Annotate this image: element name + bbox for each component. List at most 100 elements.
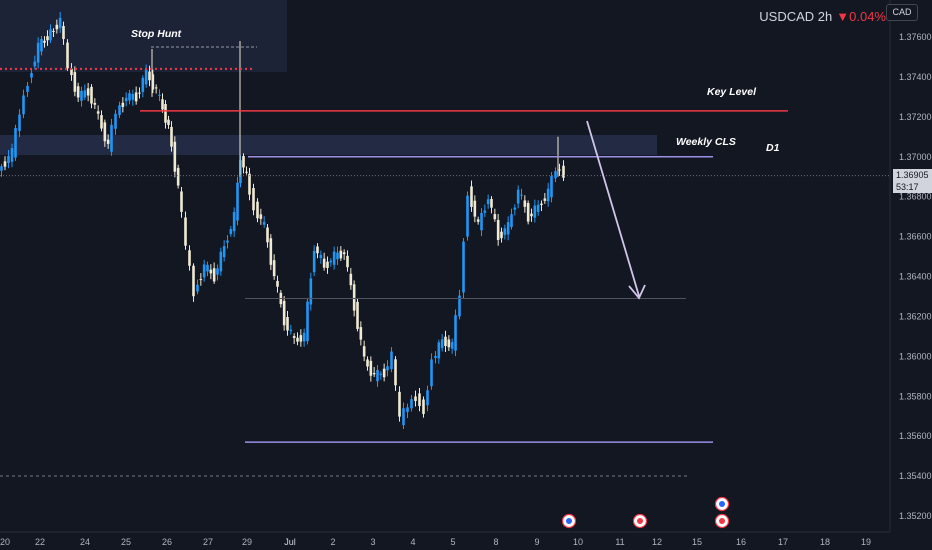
candle-body [55,24,59,30]
time-axis-tick: Jul [284,537,296,547]
candle-body [161,99,164,110]
candle-body [131,94,135,100]
candle-body [329,260,333,263]
candle-body [118,105,121,116]
candle-body [138,92,141,94]
candle-body [346,255,349,268]
candle-body [0,166,3,171]
price-axis-tick: 1.37600 [899,32,932,42]
candle-body [282,300,286,326]
candle-body [80,90,83,101]
time-axis-tick: 4 [410,537,415,547]
candle-body [144,69,148,85]
candle-body [326,261,329,268]
time-axis-tick: 10 [573,537,583,547]
candle-body [476,219,480,222]
symbol-header[interactable]: USDCAD 2h ▼0.04% [759,9,886,24]
candle-body [454,315,457,351]
candle-body [276,280,279,287]
candle-body [219,251,223,272]
candle-body [369,360,373,376]
candle-body [164,104,167,123]
candle-body [83,90,87,98]
candles [0,11,565,430]
time-axis-tick: 11 [615,537,624,547]
candle-body [470,186,473,207]
candle-body [226,240,229,243]
candle-body [100,115,103,129]
candle-body [128,93,131,101]
symbol-timeframe: USDCAD 2h [759,9,833,24]
candle-body [7,155,10,164]
flag-mark [719,518,725,524]
candle-body [362,346,366,357]
candle-body [349,273,353,286]
price-axis-tick: 1.36600 [899,232,932,242]
candle-body [426,390,429,406]
candle-body [134,92,138,102]
candle-body [70,68,73,76]
time-axis-tick: 16 [736,537,746,547]
candle-body [422,399,425,414]
candle-body [418,393,421,407]
candle-body [352,284,356,311]
candle-body [266,227,269,243]
time-axis-tick: 15 [692,537,702,547]
time-axis-tick: 26 [162,537,172,547]
candle-body [558,169,561,171]
candle-body [526,203,530,222]
candle-body [148,71,151,81]
candle-body [18,114,21,132]
time-axis-tick: 9 [534,537,539,547]
candle-body [184,217,187,246]
candle-body [176,167,180,186]
candle-body [483,210,487,213]
candle-body [382,368,386,378]
candle-body [272,260,276,277]
flag-mark [637,518,643,524]
candle-body [486,199,490,205]
time-axis-tick: 2 [330,537,335,547]
candle-body [106,139,110,144]
candle-body [372,373,376,375]
candle-body [458,295,461,317]
candle-body [540,203,543,206]
currency-badge[interactable]: CAD [886,4,918,21]
candle-body [543,198,547,201]
candle-body [292,336,296,339]
candle-body [513,207,517,210]
forecast-arrow[interactable] [586,120,640,297]
candle-body [22,95,25,115]
candle-body [437,342,441,359]
price-axis-tick: 1.37400 [899,72,932,82]
candle-body [103,122,107,142]
bar-countdown: 53:17 [896,182,919,192]
candle-body [530,213,533,217]
time-axis-tick: 22 [35,537,45,547]
candle-body [506,222,510,235]
candle-body [523,200,527,207]
candle-body [503,228,507,235]
candle-body [262,221,266,225]
candle-body [390,351,393,370]
candle-body [256,201,259,219]
flag-mark [719,501,725,507]
candle-body [434,355,437,359]
candle-body [43,40,46,43]
candle-body [121,102,125,107]
candle-body [546,188,550,202]
candle-body [66,42,69,69]
candle-body [96,111,100,114]
last-price-tag: 1.36905 53:17 [893,169,932,193]
candle-body [410,399,413,409]
change-percent: ▼0.04% [836,9,886,24]
candle-body [209,269,213,274]
candle-body [450,341,454,349]
candle-body [58,17,62,29]
candle-body [406,407,409,413]
candle-body [114,113,117,129]
candle-body [496,219,500,240]
candle-body [86,88,90,96]
